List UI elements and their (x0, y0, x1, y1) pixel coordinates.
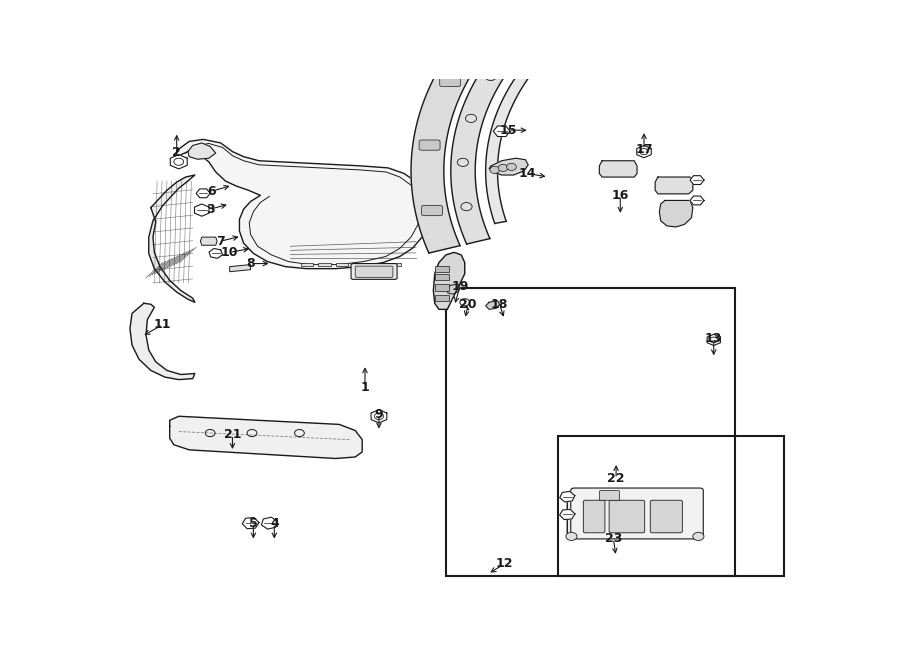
FancyBboxPatch shape (436, 266, 449, 272)
Circle shape (693, 532, 704, 541)
Text: 21: 21 (224, 428, 241, 441)
FancyBboxPatch shape (571, 488, 703, 539)
Text: 15: 15 (500, 124, 518, 137)
Polygon shape (560, 510, 575, 520)
Text: 7: 7 (216, 235, 225, 248)
Text: 1: 1 (361, 381, 369, 394)
Text: 19: 19 (451, 280, 469, 293)
Bar (446, 288, 735, 576)
Polygon shape (230, 264, 250, 272)
Circle shape (499, 165, 508, 171)
Text: 17: 17 (635, 143, 652, 156)
Text: 9: 9 (374, 408, 383, 420)
Polygon shape (196, 189, 211, 198)
Text: 22: 22 (608, 473, 625, 485)
FancyBboxPatch shape (436, 274, 449, 280)
Text: 18: 18 (491, 298, 508, 311)
Polygon shape (176, 139, 428, 268)
FancyBboxPatch shape (353, 262, 365, 266)
Polygon shape (560, 491, 575, 502)
Polygon shape (148, 175, 194, 302)
Polygon shape (655, 177, 693, 194)
Text: 13: 13 (705, 332, 723, 346)
FancyBboxPatch shape (436, 295, 449, 301)
Polygon shape (490, 158, 528, 175)
FancyBboxPatch shape (356, 266, 393, 278)
Polygon shape (242, 518, 259, 529)
Polygon shape (493, 126, 510, 137)
Polygon shape (690, 176, 704, 184)
Polygon shape (170, 416, 362, 459)
Circle shape (460, 299, 470, 306)
FancyBboxPatch shape (651, 500, 682, 533)
Polygon shape (599, 161, 637, 177)
FancyBboxPatch shape (482, 19, 503, 28)
Text: 8: 8 (247, 257, 255, 270)
Polygon shape (371, 410, 387, 423)
FancyBboxPatch shape (599, 490, 619, 500)
Text: 6: 6 (207, 185, 216, 198)
Text: 12: 12 (496, 557, 513, 570)
Polygon shape (170, 155, 187, 169)
FancyBboxPatch shape (301, 262, 313, 266)
Bar (557, 436, 784, 576)
Text: 4: 4 (270, 517, 279, 529)
Polygon shape (636, 145, 652, 158)
Circle shape (490, 167, 500, 173)
Text: 23: 23 (605, 532, 622, 545)
Polygon shape (188, 143, 216, 159)
Text: 14: 14 (518, 167, 536, 180)
Polygon shape (261, 517, 277, 529)
FancyBboxPatch shape (440, 76, 461, 87)
Text: 3: 3 (206, 203, 214, 215)
Circle shape (507, 163, 517, 171)
Polygon shape (411, 0, 625, 253)
Polygon shape (446, 284, 460, 294)
FancyBboxPatch shape (583, 500, 605, 533)
Text: 20: 20 (460, 298, 477, 311)
Text: 16: 16 (612, 189, 629, 202)
Text: 5: 5 (249, 517, 257, 529)
Polygon shape (707, 334, 720, 346)
FancyBboxPatch shape (371, 262, 383, 266)
Polygon shape (486, 8, 598, 223)
Text: 11: 11 (154, 318, 172, 331)
Polygon shape (660, 200, 693, 227)
FancyBboxPatch shape (609, 500, 644, 533)
Polygon shape (194, 204, 209, 216)
Polygon shape (451, 0, 615, 244)
Polygon shape (567, 489, 702, 537)
Text: 10: 10 (220, 246, 238, 259)
Text: 2: 2 (172, 145, 181, 159)
FancyBboxPatch shape (419, 140, 440, 150)
FancyBboxPatch shape (351, 264, 397, 280)
Circle shape (566, 532, 577, 541)
Polygon shape (209, 249, 222, 258)
Polygon shape (434, 253, 464, 309)
FancyBboxPatch shape (336, 262, 348, 266)
FancyBboxPatch shape (436, 284, 449, 291)
FancyBboxPatch shape (421, 206, 443, 215)
Polygon shape (486, 301, 500, 309)
Polygon shape (201, 237, 217, 245)
FancyBboxPatch shape (319, 262, 331, 266)
Polygon shape (690, 196, 704, 205)
FancyBboxPatch shape (388, 262, 400, 266)
Polygon shape (130, 303, 194, 379)
